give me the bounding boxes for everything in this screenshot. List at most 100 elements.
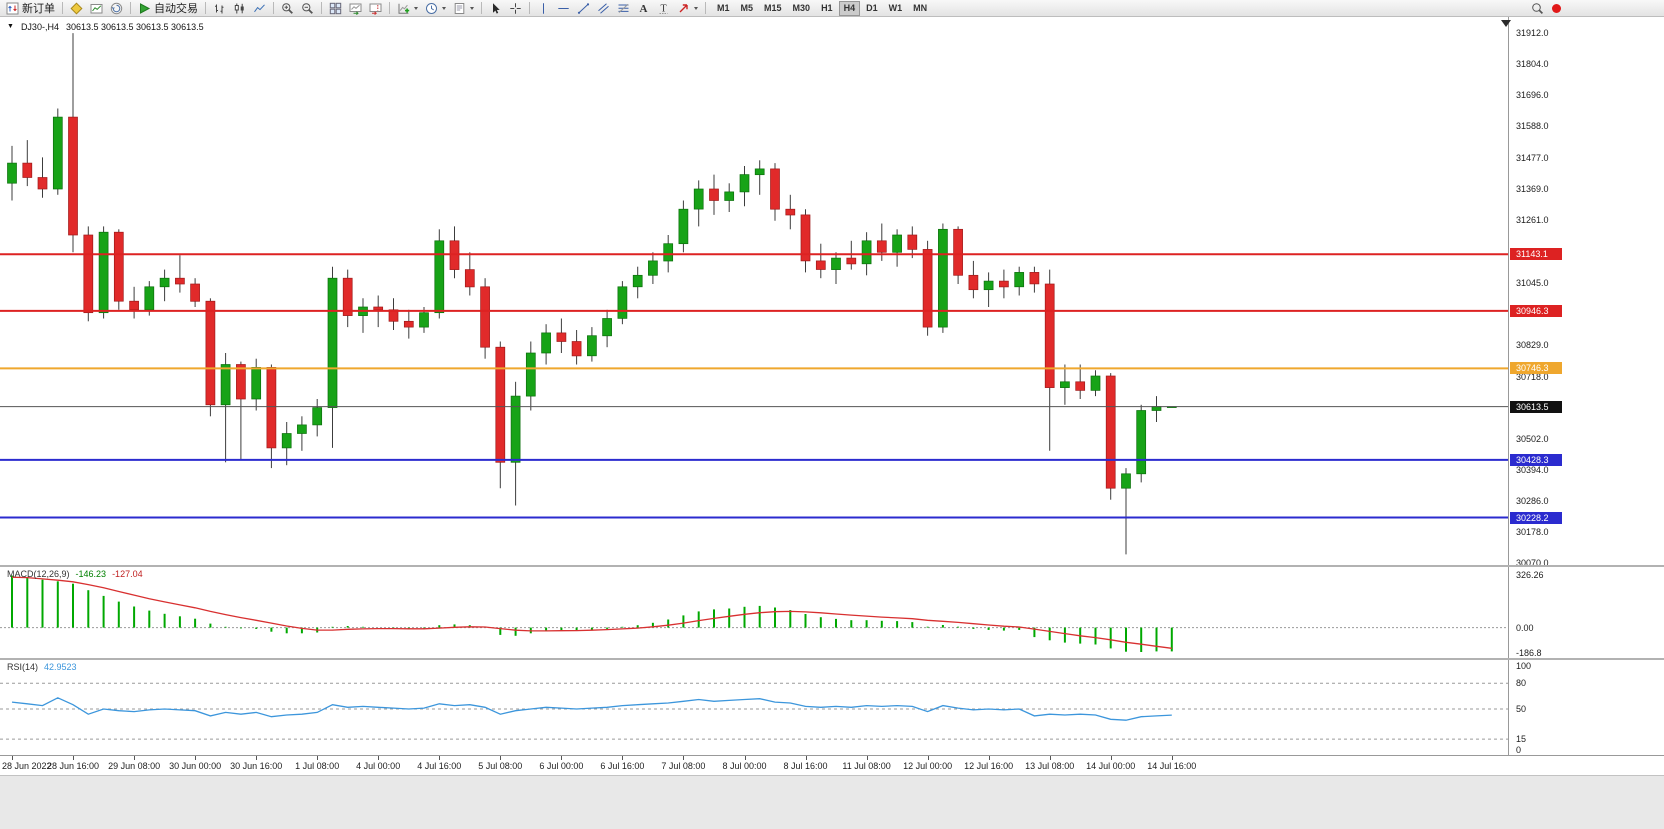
chart-ohlc-values: 30613.5 30613.5 30613.5 30613.5: [65, 22, 204, 32]
toolbar-right-group: [1528, 1, 1561, 16]
label-icon: T: [659, 3, 668, 14]
zoom-out-button[interactable]: [298, 1, 317, 16]
rsi-axis-label: 100: [1516, 661, 1532, 671]
timeframe-button-m15[interactable]: M15: [759, 1, 787, 16]
time-axis-label: 11 Jul 08:00: [842, 761, 891, 771]
timeframe-button-m30[interactable]: M30: [788, 1, 816, 16]
fibonacci-tool-button[interactable]: [614, 1, 633, 16]
timeframe-button-m5[interactable]: M5: [736, 1, 759, 16]
chart-header: ▼ DJ30-,H4 30613.5 30613.5 30613.5 30613…: [7, 22, 204, 32]
bottom-panel: [0, 775, 1664, 829]
trendline-icon: [577, 2, 590, 14]
timeframe-button-h1[interactable]: H1: [816, 1, 838, 16]
new-chart-button[interactable]: [87, 1, 106, 16]
chart-window[interactable]: ▼ DJ30-,H4 30613.5 30613.5 30613.5 30613…: [0, 17, 1664, 775]
channel-tool-button[interactable]: [594, 1, 613, 16]
new-order-button[interactable]: 新订单: [3, 1, 58, 16]
time-axis-tick: [988, 756, 990, 760]
arrows-tool-button[interactable]: [674, 1, 701, 16]
price-tag: 31143.1: [1510, 248, 1562, 261]
search-button[interactable]: [1528, 1, 1547, 16]
price-tag: 30946.3: [1510, 304, 1562, 317]
indicators-button[interactable]: [394, 1, 421, 16]
panel-separator[interactable]: [0, 658, 1664, 660]
time-axis-label: 12 Jul 16:00: [964, 761, 1014, 771]
toolbar-separator: [62, 2, 63, 14]
price-axis-label: 31912.0: [1516, 28, 1549, 39]
text-tool-button[interactable]: A: [634, 1, 653, 16]
zoom-in-button[interactable]: [278, 1, 297, 16]
macd-panel[interactable]: [0, 567, 1508, 658]
auto-trading-button[interactable]: 自动交易: [135, 1, 201, 16]
label-tool-button[interactable]: T: [654, 1, 673, 16]
rsi-value: 42.9523: [44, 662, 77, 672]
text-icon: A: [640, 3, 648, 15]
metaeditor-button[interactable]: [67, 1, 86, 16]
chart-shift-marker[interactable]: [1501, 20, 1511, 27]
macd-name: MACD(12,26,9): [7, 569, 70, 579]
time-axis-label: 28 Jun 2022: [2, 761, 52, 771]
rsi-axis-label: 0: [1516, 745, 1522, 755]
time-axis-label: 12 Jul 00:00: [903, 761, 953, 771]
timeframe-button-mn[interactable]: MN: [908, 1, 932, 16]
bar-chart-button[interactable]: [210, 1, 229, 16]
auto-trading-icon: [140, 2, 151, 14]
macd-signal-line: [11, 576, 1172, 649]
time-axis-label: 6 Jul 16:00: [600, 761, 645, 771]
horizontal-line-tool-button[interactable]: [554, 1, 573, 16]
templates-icon: [454, 2, 465, 14]
tile-windows-button[interactable]: [326, 1, 345, 16]
chart-shift-button[interactable]: [366, 1, 385, 16]
dropdown-caret-icon: [414, 6, 418, 10]
timeframe-button-m1[interactable]: M1: [712, 1, 735, 16]
profiles-button[interactable]: [107, 1, 126, 16]
crosshair-button[interactable]: [506, 1, 525, 16]
toolbar-separator: [130, 2, 131, 14]
trendline-tool-button[interactable]: [574, 1, 593, 16]
time-axis-label: 30 Jun 16:00: [230, 761, 283, 771]
price-axis[interactable]: 31912.0 31804.0 31696.0 31588.0 31477.0 31369…: [1508, 17, 1664, 568]
time-axis-tick: [927, 756, 929, 760]
time-axis-label: 4 Jul 16:00: [417, 761, 462, 771]
panel-separator[interactable]: [0, 565, 1664, 567]
toolbar: 新订单 自动交易 A T M1 M5 M15 M30 H1 H4 D1 W1 MN: [0, 0, 1664, 17]
periods-button[interactable]: [422, 1, 449, 16]
templates-button[interactable]: [450, 1, 477, 16]
chart-symbol-period: DJ30-,H4: [20, 22, 59, 32]
dropdown-caret-icon: [694, 6, 698, 10]
cursor-icon: [493, 2, 500, 14]
timeframe-button-d1[interactable]: D1: [861, 1, 883, 16]
rsi-value-axis: 100 80 50 15 0: [1508, 660, 1664, 755]
line-chart-button[interactable]: [250, 1, 269, 16]
fibonacci-icon: [618, 3, 629, 13]
timeframe-button-w1[interactable]: W1: [884, 1, 908, 16]
time-axis-tick: [439, 756, 441, 760]
time-axis-tick: [134, 756, 136, 760]
arrows-icon: [679, 3, 688, 12]
timeframe-button-h4[interactable]: H4: [838, 0, 861, 16]
auto-scroll-button[interactable]: [346, 1, 365, 16]
notification-badge[interactable]: [1552, 3, 1561, 13]
macd-main-value: -146.23: [75, 569, 107, 579]
rsi-axis-label: 50: [1516, 704, 1527, 714]
candlestick-chart-button[interactable]: [230, 1, 249, 16]
new-order-label: 新订单: [22, 3, 55, 15]
time-axis-tick: [500, 756, 502, 760]
one-click-trading-toggle[interactable]: ▼: [7, 23, 14, 30]
time-axis-tick: [378, 756, 380, 760]
crosshair-icon: [510, 2, 521, 14]
main-price-chart[interactable]: [0, 17, 1508, 565]
time-axis-label: 29 Jun 08:00: [108, 761, 161, 771]
time-axis-tick: [805, 756, 807, 760]
price-tag: 30746.3: [1510, 362, 1562, 375]
auto-trading-label: 自动交易: [154, 3, 198, 15]
time-axis-tick: [195, 756, 197, 760]
rsi-panel[interactable]: [0, 660, 1508, 755]
price-tag: 30613.5: [1510, 400, 1562, 413]
vertical-line-tool-button[interactable]: [534, 1, 553, 16]
macd-value-axis: 326.26 0.00 -186.8: [1508, 567, 1664, 658]
time-axis-label: 7 Jul 08:00: [661, 761, 706, 771]
cursor-button[interactable]: [486, 1, 505, 16]
time-axis-label: 13 Jul 08:00: [1025, 761, 1075, 771]
time-axis[interactable]: 28 Jun 2022 28 Jun 16:00 29 Jun 08:00 30 Ju…: [0, 755, 1664, 775]
